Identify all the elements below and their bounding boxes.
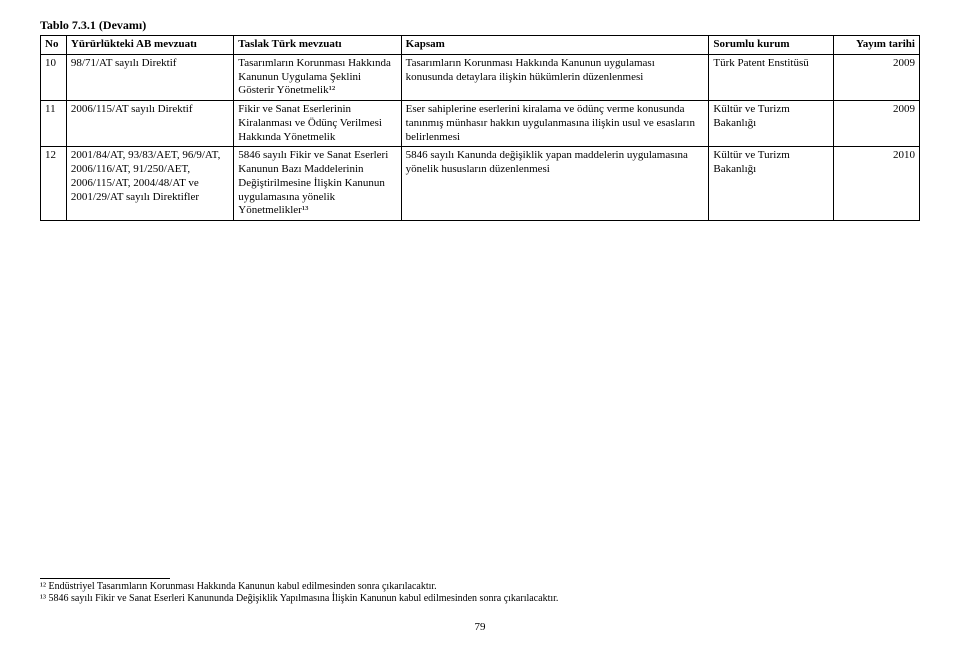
cell-yayim: 2009 — [833, 54, 919, 100]
cell-yayim: 2010 — [833, 147, 919, 221]
cell-kapsam: Eser sahiplerine eserlerini kiralama ve … — [401, 101, 709, 147]
cell-kurum: Türk Patent Enstitüsü — [709, 54, 833, 100]
col-header-ab: Yürürlükteki AB mevzuatı — [66, 36, 233, 55]
col-header-yayim: Yayım tarihi — [833, 36, 919, 55]
col-header-kapsam: Kapsam — [401, 36, 709, 55]
col-header-no: No — [41, 36, 67, 55]
footnotes-block: ¹² Endüstriyel Tasarımların Korunması Ha… — [40, 578, 920, 605]
cell-ab: 2006/115/AT sayılı Direktif — [66, 101, 233, 147]
col-header-tr: Taslak Türk mevzuatı — [234, 36, 401, 55]
table-caption: Tablo 7.3.1 (Devamı) — [40, 18, 920, 33]
cell-kurum: Kültür ve Turizm Bakanlığı — [709, 101, 833, 147]
document-page: Tablo 7.3.1 (Devamı) No Yürürlükteki AB … — [0, 0, 960, 645]
footnote-13: ¹³ 5846 sayılı Fikir ve Sanat Eserleri K… — [40, 593, 920, 605]
cell-tr: Tasarımların Korunması Hakkında Kanunun … — [234, 54, 401, 100]
table-row: 10 98/71/AT sayılı Direktif Tasarımların… — [41, 54, 920, 100]
footnote-12: ¹² Endüstriyel Tasarımların Korunması Ha… — [40, 581, 920, 593]
table-header-row: No Yürürlükteki AB mevzuatı Taslak Türk … — [41, 36, 920, 55]
cell-ab: 98/71/AT sayılı Direktif — [66, 54, 233, 100]
cell-yayim: 2009 — [833, 101, 919, 147]
regulation-table: No Yürürlükteki AB mevzuatı Taslak Türk … — [40, 35, 920, 221]
table-row: 12 2001/84/AT, 93/83/AET, 96/9/AT, 2006/… — [41, 147, 920, 221]
col-header-kurum: Sorumlu kurum — [709, 36, 833, 55]
cell-no: 11 — [41, 101, 67, 147]
cell-ab: 2001/84/AT, 93/83/AET, 96/9/AT, 2006/116… — [66, 147, 233, 221]
cell-kurum: Kültür ve Turizm Bakanlığı — [709, 147, 833, 221]
footnote-rule — [40, 578, 170, 579]
cell-no: 10 — [41, 54, 67, 100]
cell-tr: 5846 sayılı Fikir ve Sanat Eserleri Kanu… — [234, 147, 401, 221]
cell-kapsam: Tasarımların Korunması Hakkında Kanunun … — [401, 54, 709, 100]
cell-kapsam: 5846 sayılı Kanunda değişiklik yapan mad… — [401, 147, 709, 221]
cell-no: 12 — [41, 147, 67, 221]
page-number: 79 — [0, 621, 960, 633]
table-row: 11 2006/115/AT sayılı Direktif Fikir ve … — [41, 101, 920, 147]
cell-tr: Fikir ve Sanat Eserlerinin Kiralanması v… — [234, 101, 401, 147]
